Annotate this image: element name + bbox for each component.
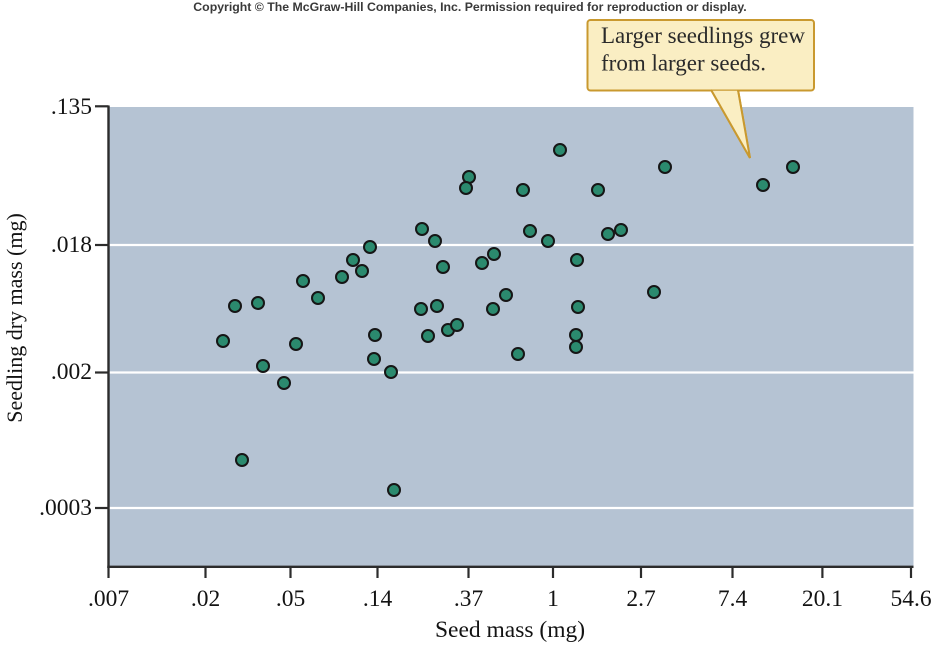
svg-text:.135: .135: [51, 94, 92, 120]
svg-text:.007: .007: [88, 586, 129, 612]
svg-text:2.7: 2.7: [626, 586, 656, 612]
svg-text:.018: .018: [51, 232, 92, 258]
svg-text:.02: .02: [191, 586, 220, 612]
svg-text:54.6: 54.6: [890, 586, 931, 612]
svg-text:Larger seedlings grew: Larger seedlings grew: [601, 23, 805, 48]
svg-text:.0003: .0003: [39, 495, 92, 521]
svg-text:.37: .37: [454, 586, 484, 612]
svg-text:.14: .14: [363, 586, 393, 612]
svg-text:from larger seeds.: from larger seeds.: [601, 51, 766, 76]
svg-text:Seedling dry mass (mg): Seedling dry mass (mg): [2, 213, 27, 423]
svg-text:.002: .002: [51, 359, 92, 385]
svg-text:.05: .05: [276, 586, 305, 612]
svg-text:Copyright © The McGraw-Hill Co: Copyright © The McGraw-Hill Companies, I…: [193, 0, 746, 14]
svg-text:7.4: 7.4: [718, 586, 748, 612]
svg-text:Seed mass (mg): Seed mass (mg): [435, 617, 585, 643]
svg-text:1: 1: [547, 586, 559, 612]
svg-text:20.1: 20.1: [802, 586, 843, 612]
